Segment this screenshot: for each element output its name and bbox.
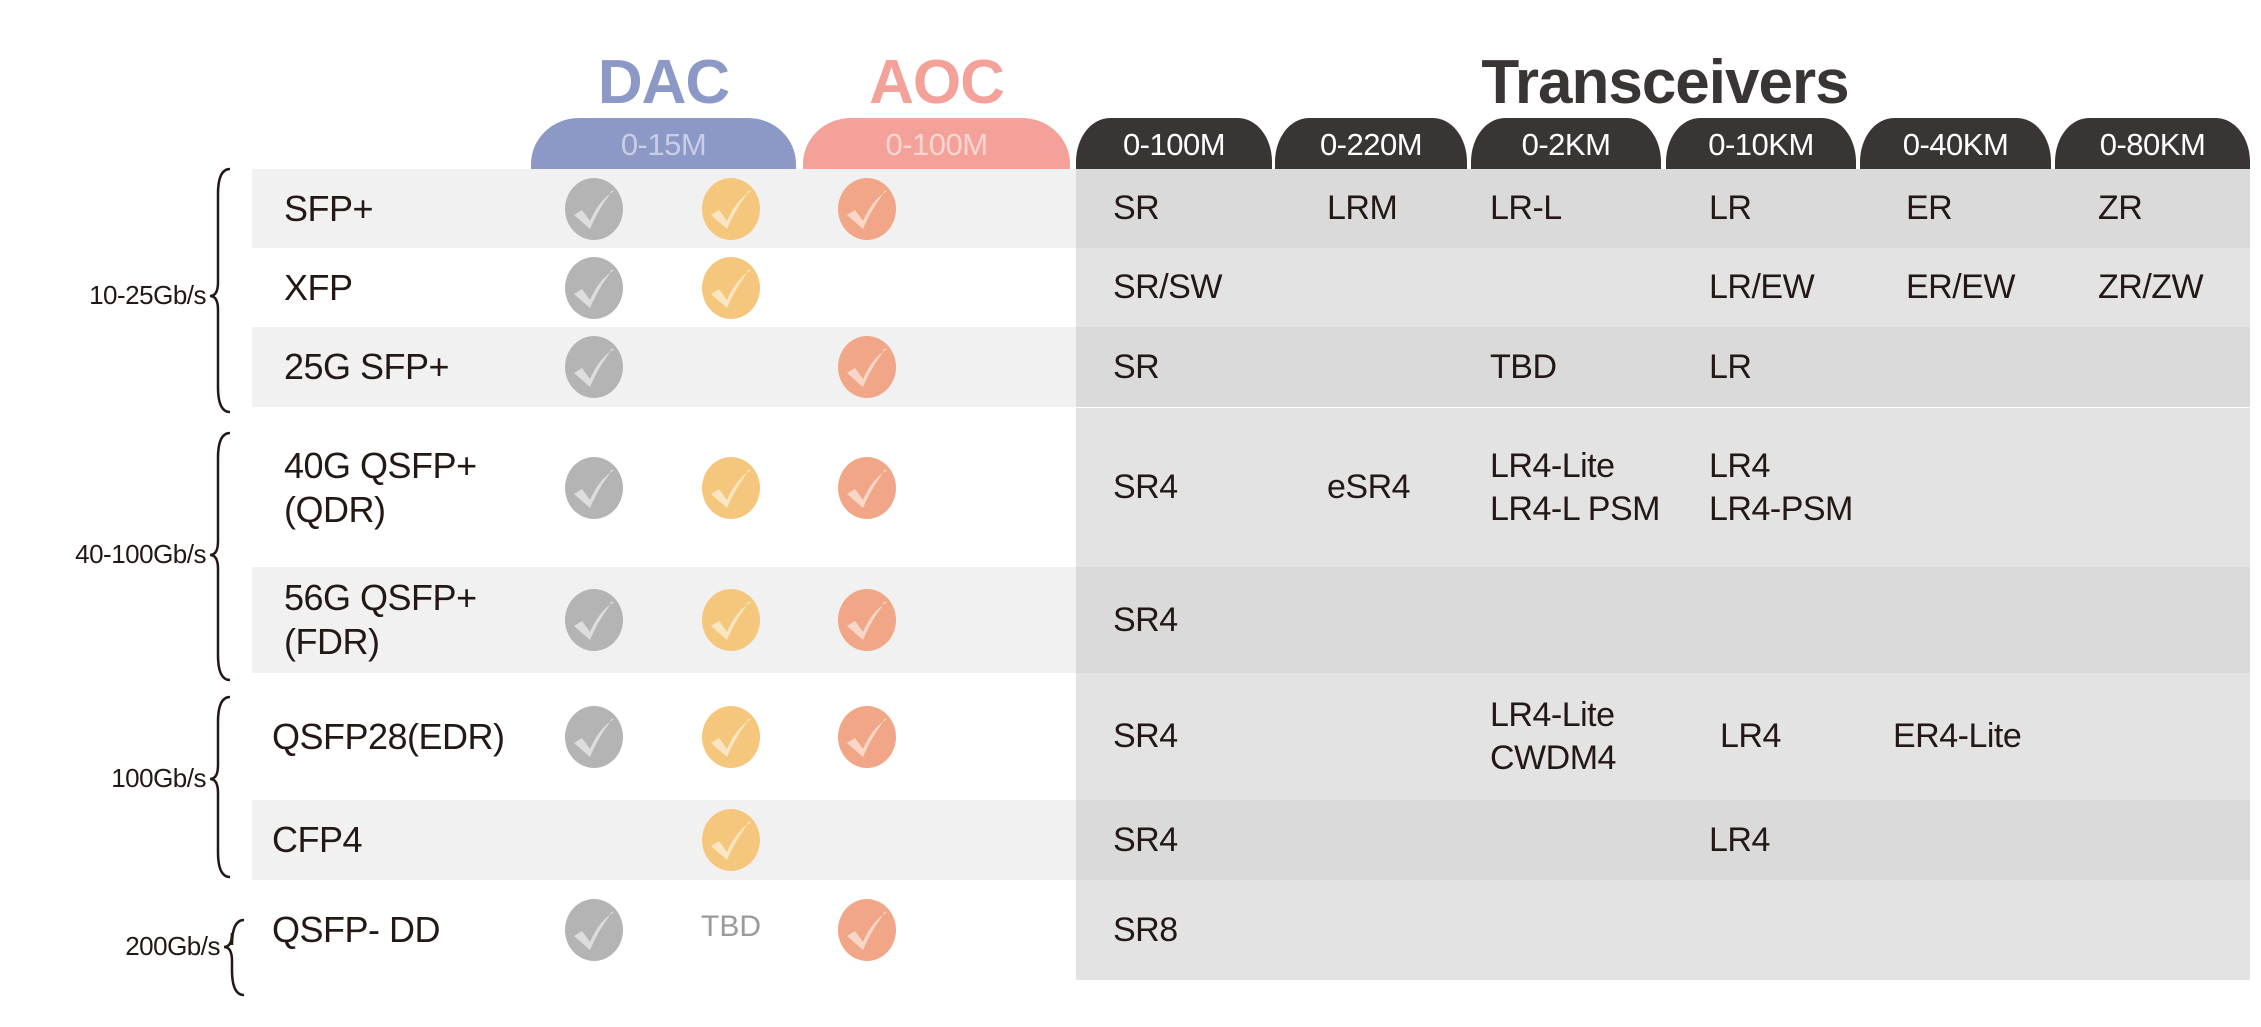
transceiver-type: SR4 xyxy=(1113,468,1178,506)
transceiver-range-tab: 0-220M xyxy=(1275,118,1467,169)
transceiver-type: LR4 LR4-PSM xyxy=(1709,446,1853,528)
transceivers-title: Transceivers xyxy=(1460,52,1870,114)
transceiver-row-background xyxy=(1076,673,2250,800)
dac-check-icon xyxy=(701,256,761,320)
group-label: 10-25Gb/s xyxy=(89,280,206,310)
module-name: 25G SFP+ xyxy=(284,346,450,387)
transceiver-type: SR xyxy=(1113,347,1160,386)
transceiver-type: SR4 xyxy=(1113,717,1178,755)
transceiver-type: SR8 xyxy=(1113,910,1178,949)
module-name: QSFP28(EDR) xyxy=(272,715,505,757)
group-brace xyxy=(209,167,231,414)
module-name: SFP+ xyxy=(284,187,374,229)
tbd-label: TBD xyxy=(701,910,761,943)
transceiver-type: SR/SW xyxy=(1113,268,1222,306)
aoc-check-icon xyxy=(837,588,897,652)
aoc-range-tab: 0-100M xyxy=(803,118,1070,169)
dac-check-icon xyxy=(701,808,761,872)
transceiver-type: SR4 xyxy=(1113,600,1178,639)
dac-check-icon xyxy=(564,588,624,652)
transceiver-type: LR xyxy=(1709,347,1752,386)
row-background xyxy=(252,327,1076,407)
transceiver-type: LR4 xyxy=(1709,820,1770,859)
dac-check-icon xyxy=(701,456,761,520)
module-name: 40G QSFP+ (QDR) xyxy=(284,444,477,530)
transceiver-type: SR xyxy=(1113,189,1160,227)
transceiver-type: LR xyxy=(1709,189,1752,227)
transceiver-type: ER xyxy=(1906,189,1953,227)
group-brace xyxy=(223,918,245,997)
transceiver-type: LR4-Lite LR4-L PSM xyxy=(1490,446,1660,528)
transceiver-row-background xyxy=(1076,169,2250,248)
dac-title-text: DAC xyxy=(597,48,730,117)
transceiver-range-tab: 0-10KM xyxy=(1666,118,1856,169)
transceiver-type: LR4-Lite CWDM4 xyxy=(1490,695,1616,777)
module-name: 56G QSFP+ (FDR) xyxy=(284,577,477,662)
transceiver-type: TBD xyxy=(1490,347,1557,386)
transceiver-type: LR/EW xyxy=(1709,268,1815,306)
dac-check-icon xyxy=(564,705,624,769)
group-label: 40-100Gb/s xyxy=(75,539,206,569)
group-brace xyxy=(209,695,231,879)
aoc-check-icon xyxy=(837,177,897,241)
transceiver-type: LR4 xyxy=(1720,717,1781,755)
aoc-check-icon xyxy=(837,335,897,399)
transceiver-row-background xyxy=(1076,567,2250,673)
transceiver-row-background xyxy=(1076,327,2250,407)
transceiver-type: LRM xyxy=(1327,189,1398,227)
transceiver-row-background xyxy=(1076,800,2250,880)
transceivers-title-text: Transceivers xyxy=(1481,48,1849,117)
transceiver-type: SR4 xyxy=(1113,820,1178,859)
dac-title: DAC xyxy=(531,52,796,114)
row-background xyxy=(252,800,1076,880)
transceiver-row-background xyxy=(1076,880,2250,980)
transceiver-range-tab: 0-100M xyxy=(1076,118,1272,169)
transceiver-row-background xyxy=(1076,408,2250,567)
module-name: XFP xyxy=(284,266,353,308)
aoc-check-icon xyxy=(837,456,897,520)
dac-check-icon xyxy=(701,588,761,652)
aoc-title: AOC xyxy=(803,52,1070,114)
transceiver-range-tab: 0-80KM xyxy=(2055,118,2250,169)
row-background xyxy=(252,567,1076,673)
group-label: 100Gb/s xyxy=(111,763,206,793)
transceiver-range-tab: 0-40KM xyxy=(1860,118,2051,169)
transceiver-type: ZR/ZW xyxy=(2098,268,2204,306)
dac-check-icon xyxy=(564,177,624,241)
transceiver-type: ER4-Lite xyxy=(1893,717,2022,755)
aoc-check-icon xyxy=(837,705,897,769)
module-name: CFP4 xyxy=(272,819,363,860)
group-brace xyxy=(209,431,231,682)
dac-check-icon xyxy=(564,335,624,399)
dac-check-icon xyxy=(564,456,624,520)
dac-check-icon xyxy=(701,705,761,769)
aoc-check-icon xyxy=(837,898,897,962)
transceiver-type: ZR xyxy=(2098,189,2143,227)
dac-check-icon xyxy=(701,177,761,241)
transceiver-type: ER/EW xyxy=(1906,268,2015,306)
row-background xyxy=(252,169,1076,248)
module-name: QSFP- DD xyxy=(272,909,441,950)
transceiver-type: LR-L xyxy=(1490,189,1562,227)
transceiver-type: eSR4 xyxy=(1327,468,1411,506)
dac-check-icon xyxy=(564,256,624,320)
dac-range-tab: 0-15M xyxy=(531,118,796,169)
transceiver-range-tab: 0-2KM xyxy=(1471,118,1661,169)
dac-check-icon xyxy=(564,898,624,962)
group-label: 200Gb/s xyxy=(125,931,220,961)
aoc-title-text: AOC xyxy=(869,48,1005,117)
transceiver-row-background xyxy=(1076,248,2250,327)
